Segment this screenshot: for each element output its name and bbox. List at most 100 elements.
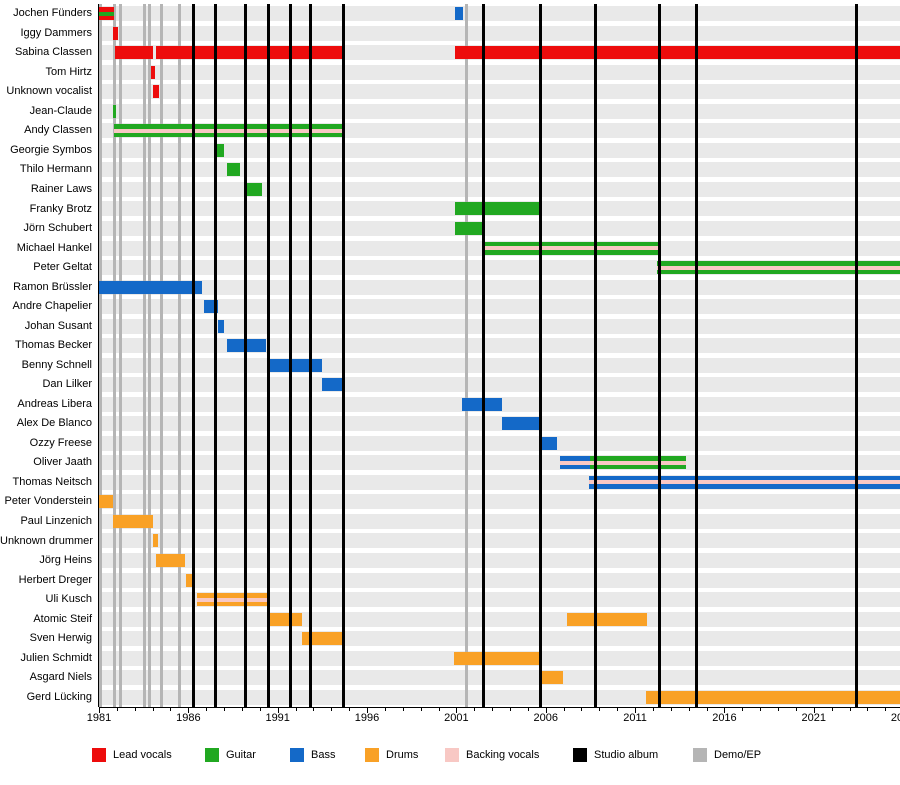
member-label: Ozzy Freese: [29, 436, 92, 449]
timeline-bar: [268, 358, 323, 372]
member-label: Ramon Brüssler: [13, 280, 92, 293]
legend-swatch: [573, 748, 587, 762]
row-band: [99, 357, 900, 373]
secondary-role-stripe: [196, 597, 267, 602]
row-band: [99, 572, 900, 588]
legend-label: Bass: [311, 749, 336, 761]
timeline-bar: [461, 397, 502, 411]
studio-album-line: [266, 4, 270, 707]
secondary-role-stripe: [560, 460, 590, 465]
timeline-bar: [483, 241, 660, 255]
row-band: [99, 416, 900, 432]
member-label: Jochen Fünders: [13, 7, 92, 20]
x-tick-label: 2016: [712, 712, 737, 724]
row-band: [99, 84, 900, 100]
x-minor-tick: [885, 708, 887, 711]
secondary-role-stripe: [99, 11, 115, 16]
member-label: Asgard Niels: [29, 671, 92, 684]
member-label: Unknown drummer: [0, 534, 93, 547]
member-label: Thomas Neitsch: [12, 475, 92, 488]
demo-ep-line: [98, 4, 102, 707]
member-label: Tom Hirtz: [45, 65, 92, 78]
x-minor-tick: [349, 708, 351, 711]
legend-label: Studio album: [594, 749, 659, 761]
row-band: [99, 631, 900, 647]
x-minor-tick: [778, 708, 780, 711]
timeline-bar: [156, 553, 185, 567]
x-minor-tick: [527, 708, 529, 711]
row-band: [99, 221, 900, 236]
studio-album-line: [694, 4, 698, 707]
timeline-bar: [301, 632, 345, 646]
x-minor-tick: [652, 708, 654, 711]
member-label: Paul Linzenich: [20, 514, 92, 527]
row-band: [99, 592, 900, 608]
timeline-bar: [218, 319, 225, 333]
x-major-tick: [456, 708, 458, 713]
member-label: Jean-Claude: [29, 104, 92, 117]
timeline-bar: [454, 651, 541, 665]
x-tick-label: 2026: [890, 712, 900, 724]
x-major-tick: [188, 708, 190, 713]
member-label: Gerd Lücking: [26, 690, 92, 703]
timeline-bar: [657, 261, 900, 275]
timeline-bar: [567, 612, 647, 626]
x-major-tick: [545, 708, 547, 713]
legend-label: Lead vocals: [113, 749, 172, 761]
x-minor-tick: [760, 708, 762, 711]
x-minor-tick: [849, 708, 851, 711]
legend-item: Demo/EP: [693, 748, 761, 762]
timeline-bar: [152, 534, 158, 548]
x-minor-tick: [474, 708, 476, 711]
timeline-bar: [322, 378, 344, 392]
row-band: [99, 455, 900, 471]
secondary-role-stripe: [483, 246, 660, 251]
x-minor-tick: [706, 708, 708, 711]
member-label: Julien Schmidt: [20, 651, 92, 664]
studio-album-line: [214, 4, 217, 707]
studio-album-line: [288, 4, 292, 707]
y-axis-line: [98, 4, 99, 707]
studio-album-line: [482, 4, 486, 707]
x-minor-tick: [224, 708, 226, 711]
member-label: Michael Hankel: [16, 241, 92, 254]
legend-item: Drums: [365, 748, 418, 762]
row-band: [99, 435, 900, 451]
member-label: Alex De Blanco: [16, 417, 92, 430]
legend-label: Demo/EP: [714, 749, 762, 761]
x-tick-label: 2001: [444, 712, 469, 724]
timeline-bar: [99, 7, 115, 21]
legend-swatch: [92, 748, 106, 762]
legend-item: Studio album: [573, 748, 658, 762]
x-tick-label: 1986: [176, 712, 201, 724]
member-label: Peter Vonderstein: [4, 495, 92, 508]
timeline-bar: [540, 436, 557, 450]
row-band: [99, 338, 900, 354]
timeline-bar: [454, 7, 463, 21]
demo-ep-line: [113, 4, 117, 707]
legend-swatch: [693, 748, 707, 762]
row-band: [99, 318, 900, 334]
x-major-tick: [99, 708, 100, 713]
timeline-bar: [113, 514, 153, 528]
studio-album-line: [594, 4, 598, 707]
demo-ep-line: [178, 4, 182, 707]
x-minor-tick: [688, 708, 690, 711]
member-label: Rainer Laws: [30, 183, 92, 195]
x-tick-label: 1996: [354, 712, 380, 724]
timeline-bar: [454, 46, 900, 60]
row-band: [99, 299, 900, 315]
member-label: Uli Kusch: [45, 593, 92, 606]
x-major-tick: [635, 708, 637, 713]
member-label: Thomas Becker: [14, 339, 92, 352]
x-minor-tick: [670, 708, 672, 711]
secondary-role-stripe: [589, 460, 687, 465]
timeline-bar: [588, 475, 900, 489]
member-label: Jörg Heins: [39, 554, 92, 567]
x-major-tick: [724, 708, 726, 713]
x-major-tick: [367, 708, 369, 713]
row-band: [99, 552, 900, 568]
x-minor-tick: [116, 708, 118, 711]
x-tick-label: 2006: [533, 712, 558, 724]
legend-label: Backing vocals: [466, 749, 540, 761]
